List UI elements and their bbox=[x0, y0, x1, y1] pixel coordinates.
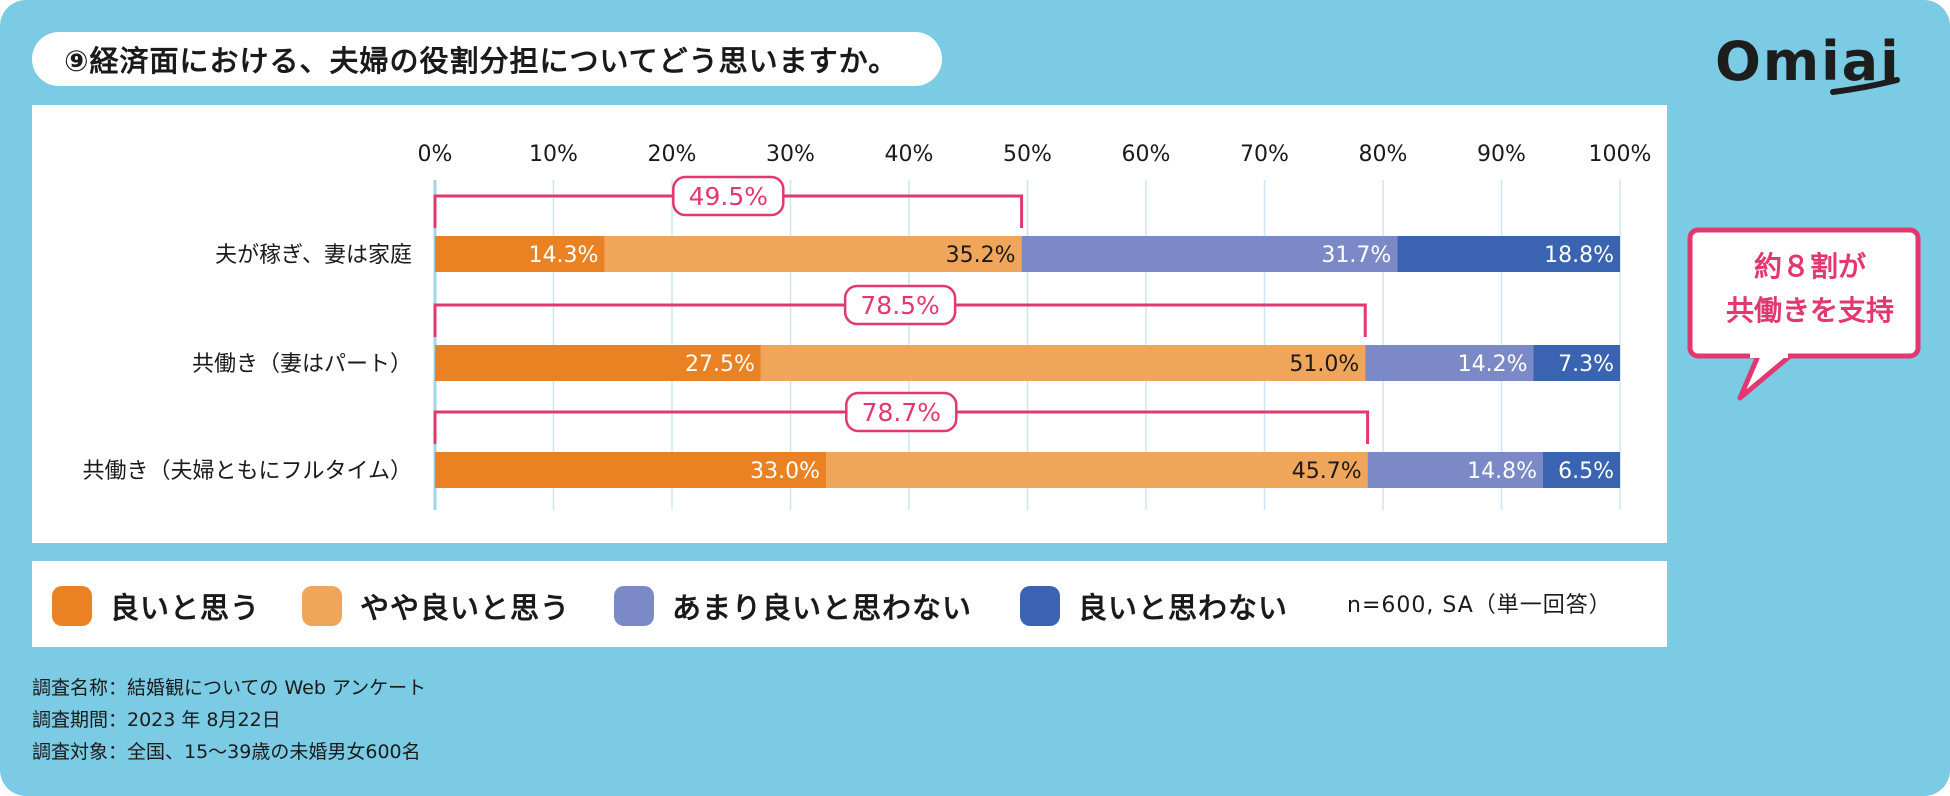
data-label-1-1: 51.0% bbox=[1289, 352, 1359, 377]
legend-item-somewhat-good: やや良いと思う bbox=[302, 585, 570, 627]
legend-item-good: 良いと思う bbox=[52, 585, 260, 627]
category-label-0: 夫が稼ぎ、妻は家庭 bbox=[215, 243, 412, 268]
question-title-text: ⑨経済面における、夫婦の役割分担についてどう思いますか。 bbox=[64, 44, 899, 78]
x-tick-label-9: 90% bbox=[1477, 142, 1526, 167]
bracket-total-label-2: 78.7% bbox=[862, 398, 941, 427]
category-label-2: 共働き（夫婦ともにフルタイム） bbox=[82, 459, 412, 484]
data-label-1-3: 7.3% bbox=[1558, 352, 1614, 377]
omiai-logo: Omiai bbox=[1715, 30, 1915, 110]
bar-segment-1-0 bbox=[435, 345, 761, 381]
bracket-badge-2 bbox=[845, 391, 958, 433]
callout-bubble bbox=[1687, 227, 1921, 401]
stacked-bar-chart: 0% 10% 20% 30% 40% 50% 60% 70% 80% 90% 100% 夫が稼ぎ、妻は… bbox=[82, 142, 1652, 510]
bar-segment-0-1 bbox=[604, 236, 1022, 272]
question-title: ⑨経済面における、夫婦の役割分担についてどう思いますか。 bbox=[32, 32, 942, 86]
data-label-0-1: 35.2% bbox=[946, 243, 1016, 268]
bar-segment-1-2 bbox=[1365, 345, 1534, 381]
survey-name: 調査名称：結婚観についての Web アンケート bbox=[32, 677, 427, 699]
legend-swatch-good bbox=[52, 586, 92, 626]
x-tick-label-0: 0% bbox=[418, 142, 453, 167]
data-label-1-2: 14.2% bbox=[1458, 352, 1528, 377]
x-tick-label-3: 30% bbox=[766, 142, 815, 167]
legend-label-good: 良いと思う bbox=[110, 591, 261, 625]
sample-note: n=600, SA（単一回答） bbox=[1347, 593, 1612, 618]
bracket-badge-1 bbox=[843, 284, 957, 326]
callout-text: 約８割が 共働きを支持 bbox=[1692, 245, 1928, 333]
legend-swatch-somewhat-good bbox=[302, 586, 342, 626]
x-tick-label-1: 10% bbox=[529, 142, 578, 167]
legend: 良いと思う やや良いと思う あまり良いと思わない 良いと思わない n=600, … bbox=[32, 561, 1667, 647]
bar-segment-0-2 bbox=[1021, 236, 1398, 272]
bar-segment-0-3 bbox=[1397, 236, 1620, 272]
data-label-0-0: 14.3% bbox=[529, 243, 599, 268]
legend-label-not-good: 良いと思わない bbox=[1078, 591, 1289, 625]
data-label-2-3: 6.5% bbox=[1558, 459, 1614, 484]
logo-text: Omiai bbox=[1715, 30, 1901, 93]
survey-info: 調査名称：結婚観についての Web アンケート 調査期間：2023 年 8月22… bbox=[32, 672, 426, 768]
legend-swatch-not-good bbox=[1020, 586, 1060, 626]
logo-underline bbox=[1830, 77, 1900, 95]
x-tick-label-4: 40% bbox=[885, 142, 934, 167]
x-tick-label-5: 50% bbox=[1003, 142, 1052, 167]
data-label-0-3: 18.8% bbox=[1544, 243, 1614, 268]
bar-segment-0-0 bbox=[435, 236, 605, 272]
bracket-total-label-0: 49.5% bbox=[689, 182, 768, 211]
x-tick-label-6: 60% bbox=[1122, 142, 1171, 167]
survey-period: 調査期間：2023 年 8月22日 bbox=[32, 709, 281, 731]
legend-label-not-really: あまり良いと思わない bbox=[672, 591, 973, 625]
bar-segment-1-3 bbox=[1533, 345, 1620, 381]
data-label-0-2: 31.7% bbox=[1321, 243, 1391, 268]
data-label-1-0: 27.5% bbox=[685, 352, 755, 377]
chart-panel: 0% 10% 20% 30% 40% 50% 60% 70% 80% 90% 100% 夫が稼ぎ、妻は… bbox=[32, 105, 1667, 543]
category-label-1: 共働き（妻はパート） bbox=[192, 352, 412, 377]
legend-swatch-not-really bbox=[614, 586, 654, 626]
x-tick-label-2: 20% bbox=[648, 142, 697, 167]
callout-line-2: 共働きを支持 bbox=[1725, 294, 1894, 327]
data-label-2-1: 45.7% bbox=[1292, 459, 1362, 484]
bar-segment-1-1 bbox=[760, 345, 1366, 381]
bracket-badge-0 bbox=[672, 175, 785, 217]
survey-target: 調査対象：全国、15～39歳の未婚男女600名 bbox=[32, 741, 421, 763]
bar-segment-2-3 bbox=[1542, 452, 1620, 488]
bracket-total-label-1: 78.5% bbox=[860, 291, 939, 320]
x-tick-label-8: 80% bbox=[1359, 142, 1408, 167]
data-label-2-2: 14.8% bbox=[1467, 459, 1537, 484]
bar-segment-2-0 bbox=[435, 452, 827, 488]
x-tick-label-10: 100% bbox=[1589, 142, 1652, 167]
legend-item-not-good: 良いと思わない bbox=[1020, 585, 1288, 627]
callout-line-1: 約８割が bbox=[1753, 250, 1866, 283]
bar-segment-2-1 bbox=[826, 452, 1368, 488]
x-tick-label-7: 70% bbox=[1240, 142, 1289, 167]
data-label-2-0: 33.0% bbox=[750, 459, 820, 484]
legend-item-not-really: あまり良いと思わない bbox=[614, 585, 972, 627]
legend-label-somewhat-good: やや良いと思う bbox=[360, 591, 571, 625]
bar-segment-2-2 bbox=[1367, 452, 1543, 488]
